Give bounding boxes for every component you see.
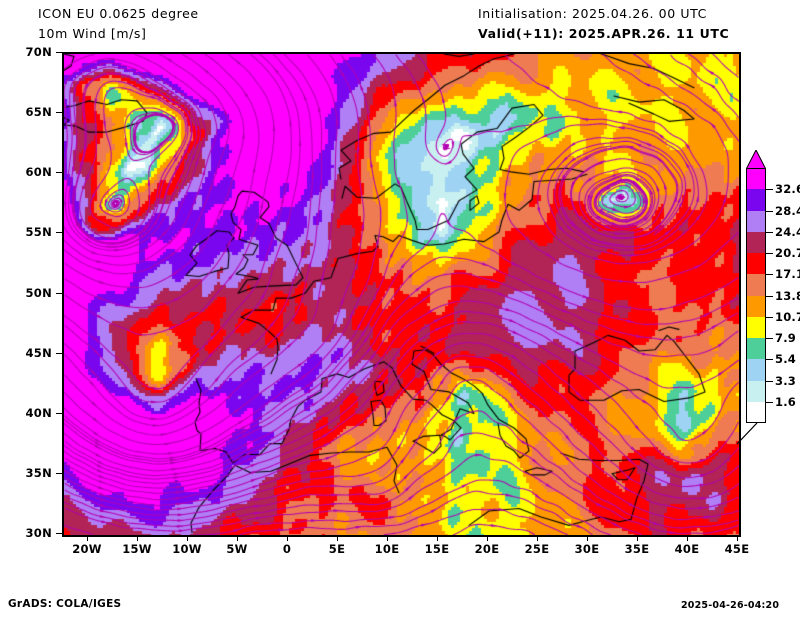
x-tick-mark — [287, 535, 288, 541]
x-tick-mark — [237, 535, 238, 541]
x-axis-label-35e: 35E — [624, 542, 650, 556]
colorbar-segment — [746, 274, 766, 296]
field-title: 10m Wind [m/s] — [38, 26, 147, 41]
initialisation-time: Initialisation: 2025.04.26. 00 UTC — [478, 6, 707, 21]
colorbar-value-label: 10.7 — [775, 309, 800, 324]
colorbar-segment — [746, 295, 766, 317]
y-tick-mark — [56, 472, 62, 474]
y-tick-mark — [56, 292, 62, 294]
colorbar-value-label: 7.9 — [775, 331, 796, 345]
map-render-canvas — [64, 54, 739, 535]
colorbar-segment — [746, 338, 766, 360]
y-axis-label-45n: 45N — [25, 345, 52, 360]
colorbar-tick — [766, 380, 773, 382]
colorbar-segment — [746, 401, 766, 423]
y-tick-mark — [56, 412, 62, 414]
valid-time: Valid(+11): 2025.APR.26. 11 UTC — [478, 26, 730, 41]
colorbar-value-label: 5.4 — [775, 352, 796, 367]
x-tick-mark — [537, 535, 538, 541]
y-axis-label-50n: 50N — [25, 285, 52, 300]
y-axis-label-60n: 60N — [25, 165, 52, 180]
colorbar-tick — [766, 210, 773, 212]
x-tick-mark — [637, 535, 638, 541]
colorbar-value-label: 24.4 — [775, 224, 800, 239]
colorbar-tick — [766, 401, 773, 403]
colorbar-value-label: 20.7 — [775, 246, 800, 260]
colorbar-segment — [746, 380, 766, 402]
x-tick-mark — [87, 535, 88, 541]
y-tick-mark — [56, 232, 62, 234]
colorbar-lower-tail — [736, 423, 758, 445]
y-axis-label-65n: 65N — [25, 105, 52, 120]
colorbar-tick — [766, 253, 773, 254]
y-axis-label-70n: 70N — [25, 45, 52, 59]
colorbar-segment — [746, 168, 766, 190]
y-axis-label-35n: 35N — [25, 465, 52, 480]
colorbar-value-label: 32.6 — [775, 182, 800, 197]
x-tick-mark — [337, 535, 338, 541]
x-tick-mark — [687, 535, 688, 541]
colorbar-segment — [746, 189, 766, 211]
wind-speed-map[interactable] — [62, 52, 741, 537]
x-tick-mark — [187, 535, 188, 541]
x-axis-label-15e: 15E — [424, 542, 450, 556]
colorbar-value-label: 28.4 — [775, 203, 800, 218]
x-axis-label-10e: 10E — [374, 542, 400, 556]
x-axis-label-25e: 25E — [524, 542, 550, 556]
render-timestamp: 2025-04-26-04:20 — [681, 600, 780, 611]
model-title: ICON EU 0.0625 degree — [38, 6, 199, 21]
y-tick-mark — [56, 52, 62, 53]
x-tick-mark — [387, 535, 388, 541]
x-tick-mark — [437, 535, 438, 541]
colorbar-scale[interactable] — [746, 168, 766, 423]
colorbar-tick — [766, 316, 773, 318]
y-tick-mark — [56, 533, 62, 534]
colorbar-segment — [746, 316, 766, 338]
colorbar-value-label: 3.3 — [775, 373, 796, 388]
y-axis-label-30n: 30N — [25, 526, 52, 540]
colorbar-value-label: 17.1 — [775, 267, 800, 282]
x-tick-mark — [487, 535, 488, 541]
y-tick-mark — [56, 172, 62, 174]
x-axis-label-20e: 20E — [474, 542, 500, 556]
x-axis-label-5w: 5W — [226, 542, 248, 556]
x-axis-label-20w: 20W — [72, 542, 102, 556]
x-axis-label-5e: 5E — [328, 542, 346, 556]
y-axis-label-55n: 55N — [25, 225, 52, 240]
x-tick-mark — [737, 535, 738, 541]
colorbar-segment — [746, 359, 766, 381]
colorbar-segment — [746, 210, 766, 232]
y-tick-mark — [56, 112, 62, 114]
colorbar-value-label: 1.6 — [775, 394, 796, 409]
colorbar-tick — [766, 338, 773, 339]
colorbar-tick — [766, 231, 773, 233]
colorbar-segment — [746, 253, 766, 275]
x-axis-label-30e: 30E — [574, 542, 600, 556]
x-axis-label-45e: 45E — [724, 542, 750, 556]
y-tick-mark — [56, 352, 62, 354]
x-tick-mark — [137, 535, 138, 541]
x-tick-mark — [587, 535, 588, 541]
grads-credit: GrADS: COLA/IGES — [8, 598, 122, 610]
x-axis-label-0: 0 — [282, 542, 292, 556]
x-axis-label-15w: 15W — [122, 542, 152, 556]
x-axis-label-10w: 10W — [172, 542, 202, 556]
colorbar-tick — [766, 274, 773, 276]
colorbar-tick — [766, 295, 773, 297]
colorbar-value-label: 13.8 — [775, 288, 800, 303]
colorbar-segment — [746, 231, 766, 253]
x-axis-label-40e: 40E — [674, 542, 700, 556]
colorbar-upper-arrow — [746, 150, 766, 169]
colorbar-tick — [766, 359, 773, 361]
colorbar-tick — [766, 189, 773, 191]
y-axis-label-40n: 40N — [25, 405, 52, 420]
